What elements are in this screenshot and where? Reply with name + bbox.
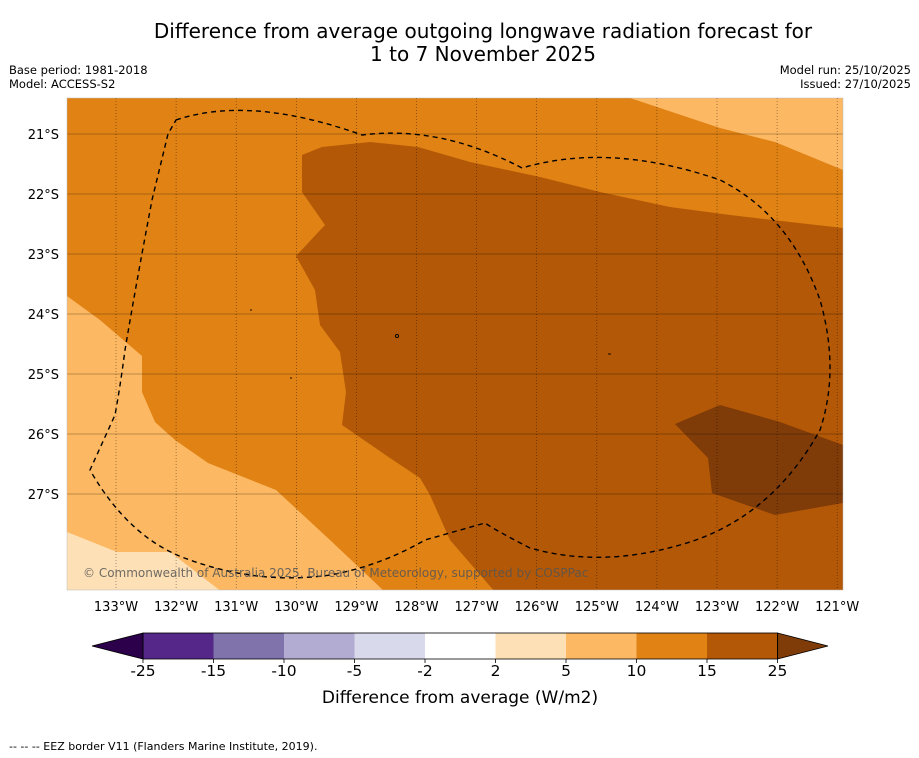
issued-date: Issued: 27/10/2025: [800, 77, 911, 91]
longitude-label: 131°W: [214, 600, 258, 615]
model-name: Model: ACCESS-S2: [9, 77, 116, 91]
title-line-2: 1 to 7 November 2025: [370, 42, 596, 66]
colorbar-ticks: -25 -15 -10 -5 -2 2 5 10 15 25: [130, 662, 787, 680]
map-area: © Commonwealth of Australia 2025, Bureau…: [67, 98, 843, 590]
shading-5-10-southwest: [67, 296, 383, 590]
colorbar-outline: [142, 632, 778, 660]
colorbar-tick-label: 15: [697, 662, 717, 680]
colorbar-segment: [354, 633, 426, 659]
colorbar-segment: [425, 633, 496, 659]
longitude-label: 122°W: [755, 600, 799, 615]
colorbar-tick-label: 2: [491, 662, 501, 680]
model-run: Model run: 25/10/2025: [779, 63, 911, 77]
latitude-label: 22°S: [28, 188, 59, 203]
colorbar-tick-label: -15: [201, 662, 226, 680]
shading-over-25: [675, 405, 843, 515]
latitude-label: 26°S: [28, 428, 59, 443]
island-markers: [250, 309, 611, 379]
longitude-label: 128°W: [394, 600, 438, 615]
shading-2-5: [67, 532, 220, 590]
colorbar-tick-label: 25: [768, 662, 788, 680]
chart-title: Difference from average outgoing longwav…: [0, 20, 919, 66]
latitude-label: 25°S: [28, 368, 59, 383]
latitude-labels: 21°S 22°S 23°S 24°S 25°S 26°S 27°S: [28, 128, 59, 503]
colorbar-segment: [566, 633, 637, 659]
colorbar-segment: [143, 633, 214, 659]
shading-5-10-northeast: [630, 98, 843, 170]
colorbar-tick-label: -5: [347, 662, 362, 680]
colorbar-tick-label: -25: [130, 662, 155, 680]
latitude-label: 27°S: [28, 488, 59, 503]
longitude-label: 127°W: [455, 600, 499, 615]
colorbar: [91, 632, 829, 663]
gridlines: [67, 98, 843, 590]
eez-legend-note: -- -- -- EEZ border V11 (Flanders Marine…: [9, 740, 318, 753]
base-period: Base period: 1981-2018: [9, 63, 148, 77]
longitude-label: 133°W: [94, 600, 138, 615]
copyright-watermark: © Commonwealth of Australia 2025, Bureau…: [83, 566, 588, 580]
longitude-label: 132°W: [154, 600, 198, 615]
longitude-label: 125°W: [575, 600, 619, 615]
meta-right: Model run: 25/10/2025 Issued: 27/10/2025: [780, 63, 911, 91]
longitude-label: 130°W: [274, 600, 318, 615]
colorbar-segment: [495, 633, 567, 659]
colorbar-segment: [213, 633, 285, 659]
latitude-label: 21°S: [28, 128, 59, 143]
longitude-label: 123°W: [695, 600, 739, 615]
latitude-label: 23°S: [28, 248, 59, 263]
longitude-label: 126°W: [515, 600, 559, 615]
map-frame: [66, 97, 844, 591]
colorbar-tick-label: 5: [561, 662, 571, 680]
latitude-label: 24°S: [28, 308, 59, 323]
colorbar-overflow-arrow: [777, 632, 829, 660]
longitude-label: 129°W: [334, 600, 378, 615]
colorbar-segment: [636, 633, 708, 659]
colorbar-segment: [284, 633, 355, 659]
title-line-1: Difference from average outgoing longwav…: [153, 19, 813, 43]
colorbar-tick-label: -2: [417, 662, 432, 680]
meta-left: Base period: 1981-2018 Model: ACCESS-S2: [9, 63, 148, 91]
longitude-label: 121°W: [815, 600, 859, 615]
colorbar-label: Difference from average (W/m2): [322, 688, 598, 708]
colorbar-tick-label: -10: [271, 662, 296, 680]
colorbar-underflow-arrow: [91, 632, 144, 660]
longitude-labels: 133°W 132°W 131°W 130°W 129°W 128°W 127°W 126°W…: [94, 600, 860, 615]
colorbar-tick-label: 10: [627, 662, 647, 680]
colorbar-segment: [707, 633, 778, 659]
longitude-label: 124°W: [635, 600, 679, 615]
